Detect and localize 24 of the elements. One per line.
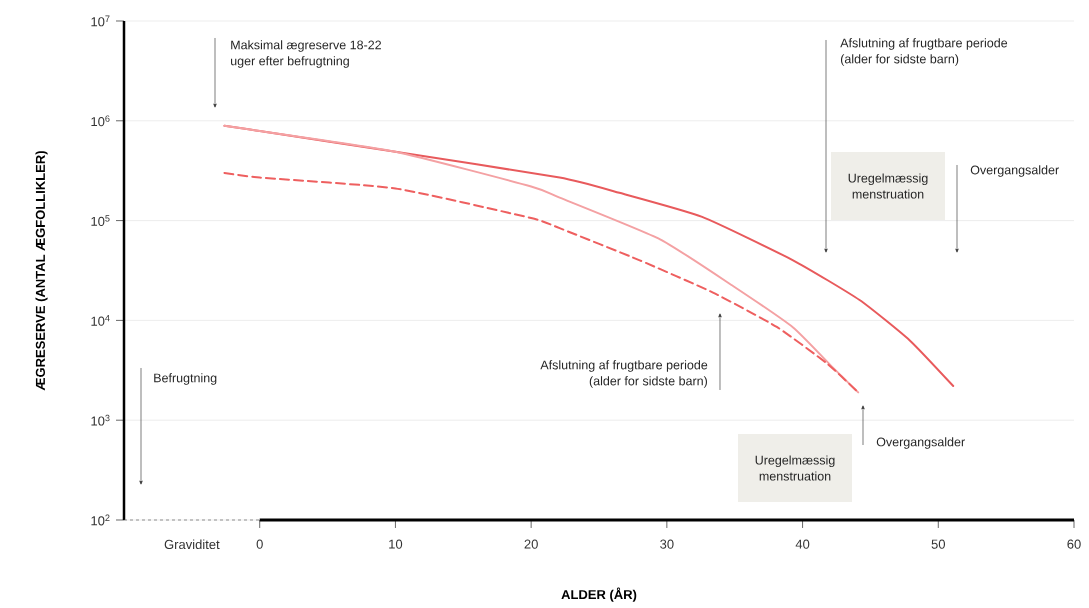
annotation: Maksimal ægreserve 18-22 uger efter befrugtning: [231, 40, 381, 68]
annotation: Afslutning af frugtbare periode (alder for sidste barn): [540, 360, 708, 388]
annotation: Uregelmæssig menstruation: [755, 455, 835, 481]
x-tick-label: Graviditet: [164, 539, 220, 550]
y-tick-label: 10$^{5}$: [91, 215, 110, 226]
y-tick-label: 10$^{3}$: [91, 414, 110, 426]
annotation: Uregelmæssig menstruation: [848, 173, 928, 199]
y-tick-label: 10$^{4}$: [91, 315, 110, 326]
x-axis-title: ALDER (ÅR): [561, 587, 637, 602]
x-tick-label: 40: [795, 539, 810, 549]
annotation: Overgangsalder: [970, 165, 1059, 177]
y-tick-label: 10$^{6}$: [91, 115, 110, 127]
annotation: Befrugtning: [154, 373, 217, 385]
annotation: Overgangsalder: [876, 437, 965, 449]
x-tick-label: 20: [524, 539, 538, 549]
y-tick-label: 10$^{7}$: [91, 15, 110, 27]
annotation: Afslutning af frugtbare periode (alder for sidste barn): [840, 38, 1008, 66]
x-tick-label: 30: [660, 539, 674, 549]
y-tick-label: 10$^{2}$: [91, 514, 110, 526]
x-tick-label: 50: [931, 539, 946, 549]
x-tick-label: 0: [256, 539, 263, 549]
y-axis-title: ÆGRESERVE (ANTAL ÆGFOLLIKLER): [35, 151, 48, 391]
x-tick-label: 60: [1067, 539, 1081, 549]
x-tick-label: 10: [389, 539, 403, 549]
